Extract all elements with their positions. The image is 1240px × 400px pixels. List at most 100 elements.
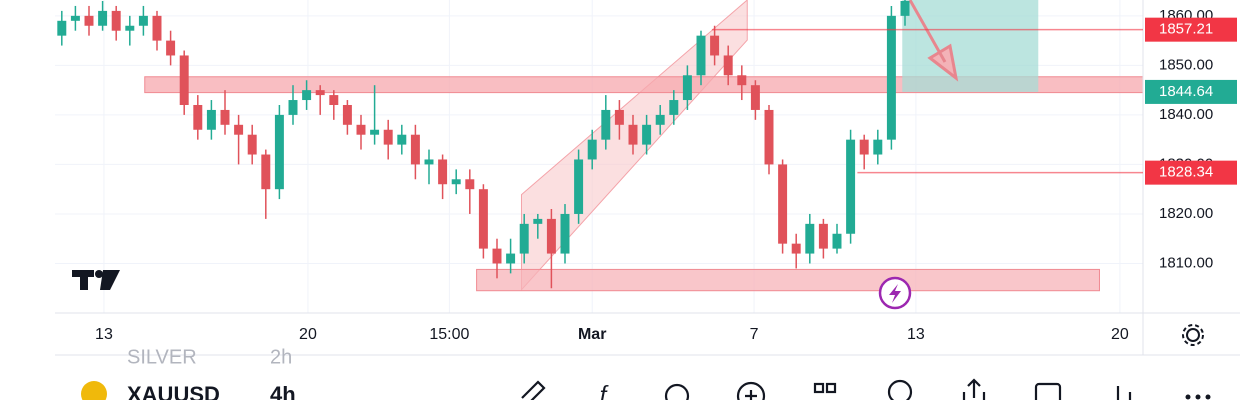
- candle-body: [274, 114, 284, 190]
- y-tick-label: 1820.00: [1159, 205, 1213, 222]
- candle-body: [614, 109, 624, 125]
- share-tool[interactable]: [962, 378, 986, 400]
- candle-body: [710, 35, 720, 56]
- candle-body: [628, 124, 638, 145]
- candle-body: [261, 154, 271, 190]
- x-tick-label: 7: [750, 326, 759, 343]
- x-tick-label: 20: [1111, 326, 1129, 343]
- price-label: 1828.34: [1159, 164, 1213, 181]
- candle-body: [410, 134, 420, 165]
- calendar-tool[interactable]: [1034, 382, 1062, 400]
- y-tick-label: 1840.00: [1159, 106, 1213, 123]
- compare-tool[interactable]: [1116, 386, 1132, 400]
- x-tick-label: 13: [907, 326, 925, 343]
- indicators-tool[interactable]: ƒ: [597, 381, 610, 400]
- candle-body: [70, 15, 80, 21]
- price-label-bg: [1145, 17, 1237, 42]
- tv-logo: [72, 270, 120, 290]
- price-label: 1844.64: [1159, 83, 1213, 100]
- candle-body: [478, 189, 488, 249]
- candle-body: [533, 218, 543, 224]
- candle-body: [873, 139, 883, 155]
- candle-body: [750, 85, 760, 110]
- layout-tool[interactable]: [813, 382, 825, 394]
- candle-body: [506, 253, 516, 264]
- candle-body: [329, 95, 339, 105]
- candle-body: [682, 75, 692, 101]
- candle-body: [587, 139, 597, 160]
- candle-body: [900, 0, 910, 16]
- candle-body: [57, 20, 67, 36]
- bottom-toolbar: SILVER 2h XAUUSD 4h ƒ: [81, 346, 1211, 400]
- chat-tool[interactable]: [887, 379, 913, 400]
- candle-body: [778, 164, 788, 244]
- settings-button[interactable]: [1182, 324, 1204, 346]
- candle-body: [302, 90, 312, 101]
- x-tick-label: 20: [299, 326, 317, 343]
- alert-tool[interactable]: [664, 383, 690, 400]
- candle-body: [98, 10, 108, 26]
- candle-body: [247, 134, 257, 155]
- candle-body: [601, 109, 611, 140]
- candle-body: [206, 109, 216, 130]
- candle-body: [234, 124, 244, 135]
- previous-symbol: SILVER: [127, 346, 197, 368]
- candle-body: [152, 15, 162, 41]
- candle-body: [859, 139, 869, 155]
- candle-body: [370, 129, 380, 135]
- candle-body: [886, 15, 896, 140]
- candle-body: [193, 104, 203, 130]
- price-zone: [902, 0, 1039, 92]
- candle-body: [138, 15, 148, 26]
- candle-body: [492, 248, 502, 264]
- price-zone: [476, 268, 1100, 292]
- candle-body: [546, 218, 556, 254]
- x-tick-label: 13: [95, 326, 113, 343]
- candle-body: [832, 233, 842, 249]
- candle-body: [424, 159, 434, 165]
- target-arrow: [908, 0, 959, 82]
- candle-body: [846, 139, 856, 234]
- price-label: 1857.21: [1159, 21, 1213, 38]
- draw-tool[interactable]: [521, 380, 546, 400]
- x-tick-label: 15:00: [429, 326, 469, 343]
- candle-body: [166, 40, 176, 56]
- candle-body: [805, 223, 815, 254]
- candle-body: [818, 223, 828, 249]
- interval[interactable]: 4h: [270, 382, 296, 400]
- events-badge[interactable]: [878, 276, 912, 310]
- add-tool[interactable]: [736, 381, 766, 400]
- candle-body: [655, 114, 665, 125]
- candle-body: [438, 159, 448, 185]
- candle-body: [574, 159, 584, 214]
- candle-body: [791, 243, 801, 254]
- more-menu[interactable]: [1185, 394, 1211, 400]
- y-tick-label: 1810.00: [1159, 254, 1213, 271]
- candle-body: [669, 100, 679, 115]
- previous-interval: 2h: [270, 346, 292, 368]
- candle-body: [397, 134, 407, 145]
- candle-body: [356, 124, 366, 135]
- candle-body: [451, 179, 461, 185]
- candle-body: [288, 100, 298, 115]
- candle-body: [315, 90, 325, 96]
- candle-body: [84, 15, 94, 26]
- candle-body: [111, 10, 121, 31]
- candle-body: [125, 25, 135, 31]
- candle-body: [764, 109, 774, 165]
- candle-body: [723, 55, 733, 76]
- y-tick-label: 1850.00: [1159, 56, 1213, 73]
- candle-body: [696, 35, 706, 76]
- price-label-bg: [1145, 79, 1237, 104]
- candle-body: [465, 179, 475, 190]
- candle-body: [642, 124, 652, 145]
- candle-body: [179, 55, 189, 105]
- price-label-bg: [1145, 160, 1237, 185]
- candle-body: [220, 109, 230, 125]
- candle-body: [342, 104, 352, 125]
- symbol[interactable]: XAUUSD: [127, 382, 220, 400]
- candle-body: [560, 213, 570, 254]
- candle-body: [737, 75, 747, 86]
- symbol-icon: [81, 381, 107, 400]
